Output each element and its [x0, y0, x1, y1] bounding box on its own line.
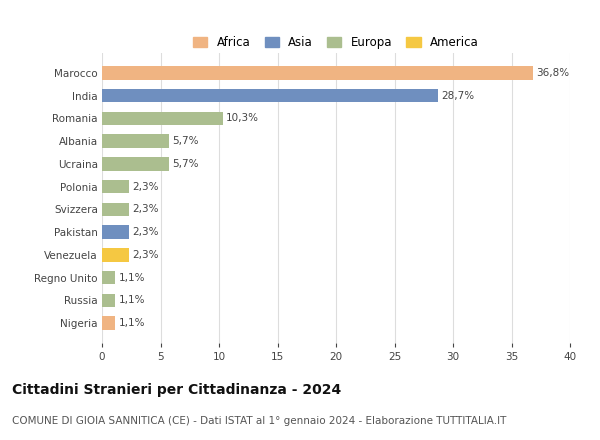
Text: 36,8%: 36,8%	[536, 68, 569, 78]
Text: 2,3%: 2,3%	[133, 204, 159, 214]
Bar	[102, 180, 129, 194]
Text: 1,1%: 1,1%	[118, 318, 145, 328]
Text: 5,7%: 5,7%	[172, 136, 199, 146]
Bar	[102, 248, 129, 262]
Bar	[102, 111, 223, 125]
Text: 10,3%: 10,3%	[226, 114, 259, 123]
Bar	[102, 293, 115, 307]
Text: 2,3%: 2,3%	[133, 182, 159, 192]
Bar	[102, 202, 129, 216]
Bar	[102, 89, 438, 103]
Bar	[102, 271, 115, 285]
Text: COMUNE DI GIOIA SANNITICA (CE) - Dati ISTAT al 1° gennaio 2024 - Elaborazione TU: COMUNE DI GIOIA SANNITICA (CE) - Dati IS…	[12, 416, 506, 426]
Text: 1,1%: 1,1%	[118, 273, 145, 282]
Bar	[102, 316, 115, 330]
Text: 2,3%: 2,3%	[133, 250, 159, 260]
Legend: Africa, Asia, Europa, America: Africa, Asia, Europa, America	[190, 33, 482, 53]
Text: 2,3%: 2,3%	[133, 227, 159, 237]
Text: 1,1%: 1,1%	[118, 295, 145, 305]
Text: 5,7%: 5,7%	[172, 159, 199, 169]
Bar	[102, 134, 169, 148]
Text: 28,7%: 28,7%	[442, 91, 475, 101]
Bar	[102, 157, 169, 171]
Text: Cittadini Stranieri per Cittadinanza - 2024: Cittadini Stranieri per Cittadinanza - 2…	[12, 383, 341, 397]
Bar	[102, 225, 129, 239]
Bar	[102, 66, 533, 80]
